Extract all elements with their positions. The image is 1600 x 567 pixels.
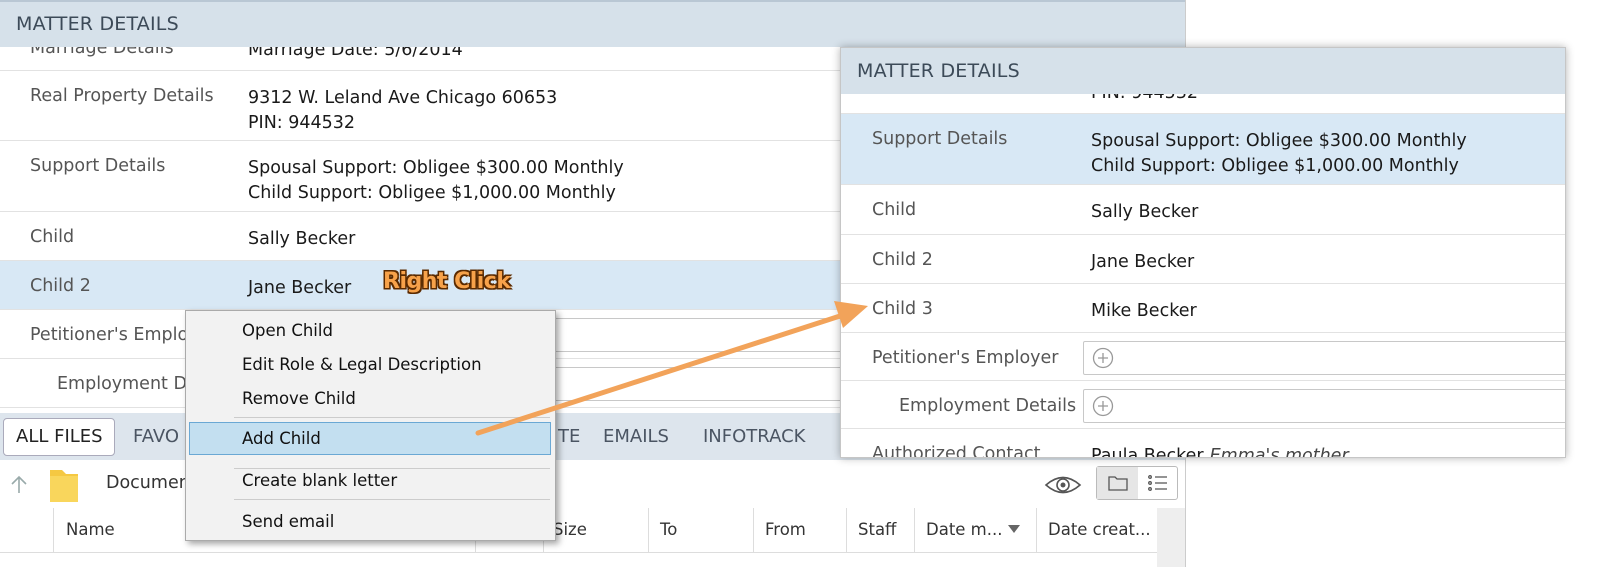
column-header: Name Size To From Staff Date m... Date creat..… xyxy=(0,508,1185,553)
tab[interactable]: INFOTRACK xyxy=(703,426,806,447)
column-divider xyxy=(914,508,915,552)
column-divider xyxy=(846,508,847,552)
detail-value: Sally Becker xyxy=(1091,202,1199,222)
zoom-window: MATTER DETAILS PIN: 944532 Support Detail… xyxy=(840,47,1566,458)
detail-label: Authorized Contact xyxy=(872,444,1041,458)
list-view-icon[interactable] xyxy=(1147,474,1169,492)
view-toggle xyxy=(1096,466,1178,500)
folder-view-icon xyxy=(1108,476,1128,491)
top-strip xyxy=(0,0,1185,2)
detail-row[interactable]: Petitioner's Employer xyxy=(841,333,1565,381)
tab-selected-box[interactable] xyxy=(3,418,115,456)
tab[interactable]: ALL FILES xyxy=(16,426,103,447)
folder-icon xyxy=(50,470,78,502)
tab[interactable]: FAVO xyxy=(133,426,180,447)
detail-label: Petitioner's Employer xyxy=(30,325,217,345)
menu-item[interactable]: Edit Role & Legal Description xyxy=(242,355,482,374)
detail-value: Sally Becker xyxy=(248,229,356,249)
detail-value: Child Support: Obligee $1,000.00 Monthly xyxy=(1091,156,1459,176)
tab[interactable]: TE xyxy=(558,426,581,447)
detail-value: PIN: 944532 xyxy=(248,113,356,133)
preview-button[interactable] xyxy=(1044,472,1082,498)
detail-label: Marriage Details xyxy=(30,47,174,58)
menu-item[interactable]: Send email xyxy=(242,512,335,531)
annotation: Right Click xyxy=(383,269,511,294)
detail-input[interactable] xyxy=(1083,341,1565,375)
menu-item[interactable]: Open Child xyxy=(242,321,333,340)
detail-label: Child xyxy=(872,200,917,220)
detail-label: Support Details xyxy=(872,129,1008,149)
detail-label: Support Details xyxy=(30,156,166,176)
detail-row[interactable]: Child 3 Mike Becker xyxy=(841,284,1565,333)
detail-label: Employment Details xyxy=(899,396,1077,416)
detail-row[interactable]: Child Sally Becker xyxy=(841,185,1565,235)
detail-value: Child Support: Obligee $1,000.00 Monthly xyxy=(248,183,616,203)
detail-label: Petitioner's Employer xyxy=(872,348,1059,368)
detail-value: Paula Becker Emma's mother xyxy=(1091,443,1349,458)
add-icon[interactable] xyxy=(1091,394,1115,418)
detail-input[interactable] xyxy=(1083,389,1565,423)
detail-row[interactable]: Support Details Spousal Support: Obligee … xyxy=(841,114,1565,185)
detail-value: 9312 W. Leland Ave Chicago 60653 xyxy=(248,88,558,108)
column-divider xyxy=(53,508,54,552)
detail-value: Jane Becker xyxy=(248,278,352,298)
column-title[interactable]: Date m... xyxy=(926,520,1003,539)
up-button[interactable] xyxy=(8,474,30,496)
panel-header: MATTER DETAILS xyxy=(0,2,1185,47)
add-icon[interactable] xyxy=(1091,346,1115,370)
column-title[interactable]: From xyxy=(765,520,806,539)
context-menu: Open Child Edit Role & Legal Description R… xyxy=(185,310,556,541)
folder-name[interactable]: Documen xyxy=(106,473,190,493)
details-list: PIN: 944532 Support Details Spousal Suppor… xyxy=(841,94,1565,458)
column-title[interactable]: Name xyxy=(66,520,115,539)
detail-row[interactable]: Authorized Contact Paula Becker Emma's mot… xyxy=(841,429,1565,458)
menu-item[interactable]: Add Child xyxy=(242,429,321,448)
column-title[interactable]: Size xyxy=(553,520,587,539)
panel-header: MATTER DETAILS xyxy=(841,48,1565,94)
column-divider xyxy=(1036,508,1037,552)
detail-label: Child xyxy=(30,227,75,247)
detail-row[interactable]: PIN: 944532 xyxy=(841,94,1565,114)
menu-separator xyxy=(234,499,550,500)
column-divider xyxy=(753,508,754,552)
detail-value: Spousal Support: Obligee $300.00 Monthly xyxy=(1091,131,1467,151)
menu-item[interactable]: Remove Child xyxy=(242,389,356,408)
detail-label: Child 3 xyxy=(872,299,933,319)
folder-view-button[interactable] xyxy=(1097,467,1138,499)
menu-item[interactable]: Create blank letter xyxy=(242,471,398,490)
column-title[interactable]: Staff xyxy=(858,520,897,539)
scrollbar xyxy=(1157,508,1185,567)
detail-row[interactable]: Child 2 Jane Becker xyxy=(841,235,1565,284)
tab[interactable]: EMAILS xyxy=(603,426,669,447)
detail-value: PIN: 944532 xyxy=(1091,94,1198,106)
detail-value: Jane Becker xyxy=(1091,252,1195,272)
detail-label: Real Property Details xyxy=(30,86,214,106)
detail-value: Spousal Support: Obligee $300.00 Monthly xyxy=(248,158,624,178)
detail-value: Marriage Date: 5/6/2014 xyxy=(248,47,463,60)
detail-value: Mike Becker xyxy=(1091,301,1197,321)
menu-separator xyxy=(234,468,550,469)
column-title[interactable]: Date creat... xyxy=(1048,520,1151,539)
file-toolbar: Documen xyxy=(0,460,1185,509)
detail-note: Emma's mother xyxy=(1209,446,1349,458)
column-divider xyxy=(648,508,649,552)
detail-label: Child 2 xyxy=(872,250,933,270)
detail-row[interactable]: Employment Details xyxy=(841,381,1565,429)
detail-label: Child 2 xyxy=(30,276,91,296)
column-title[interactable]: To xyxy=(660,520,678,539)
menu-separator xyxy=(234,417,550,418)
sort-indicator xyxy=(1008,525,1020,533)
